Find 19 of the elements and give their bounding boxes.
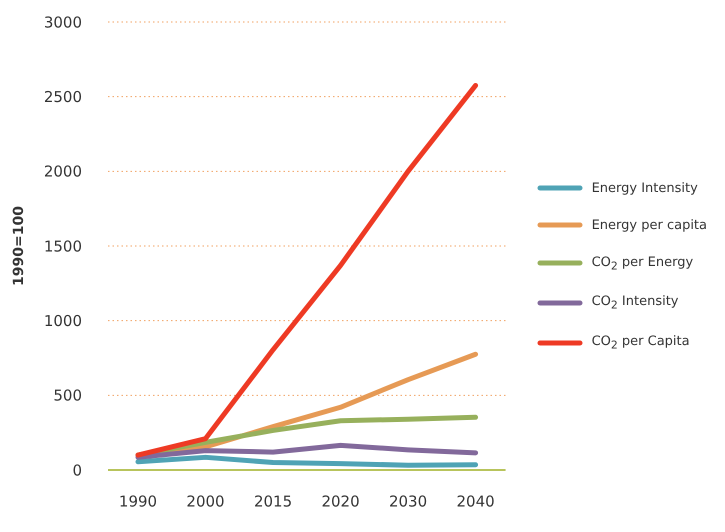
y-tick-label: 2500 xyxy=(44,88,82,106)
y-tick-label: 0 xyxy=(72,461,82,480)
y-tick-label: 2000 xyxy=(44,162,82,181)
y-axis-title: 1990=100 xyxy=(10,206,27,286)
legend-label: Energy per capita xyxy=(592,218,707,233)
legend-label: CO$_{2}$ per Energy xyxy=(592,254,694,272)
x-tick-label: 2020 xyxy=(321,492,360,511)
legend-label: Energy Intensity xyxy=(592,180,698,196)
y-tick-label: 3000 xyxy=(44,13,82,32)
x-tick-label: 2015 xyxy=(254,492,292,511)
legend-label: CO$_{2}$ Intensity xyxy=(592,294,678,312)
legend-label: CO$_{2}$ per Capita xyxy=(592,334,690,352)
x-tick-label: 2040 xyxy=(456,492,495,511)
x-tick-label: 1990 xyxy=(118,492,158,511)
y-tick-label: 500 xyxy=(53,386,82,405)
y-tick-label: 1000 xyxy=(44,312,82,330)
x-tick-label: 2030 xyxy=(388,492,428,511)
y-tick-label: 1500 xyxy=(44,237,82,256)
x-tick-label: 2000 xyxy=(186,492,225,511)
